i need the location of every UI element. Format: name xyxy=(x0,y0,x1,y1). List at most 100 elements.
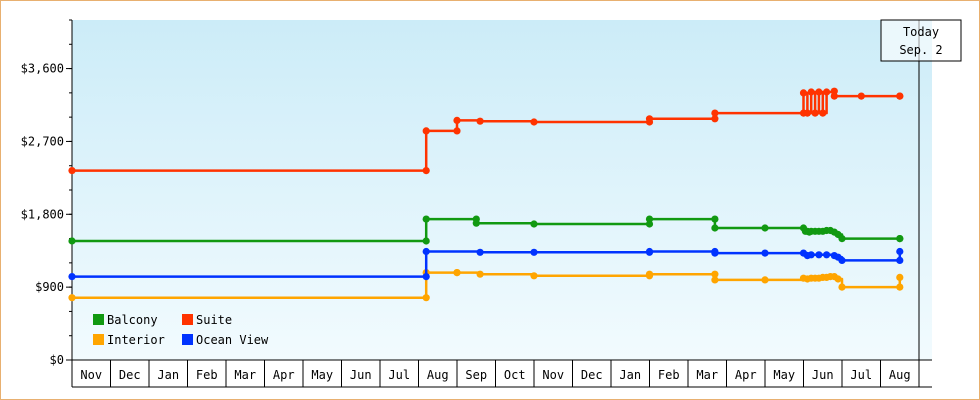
data-point xyxy=(896,247,904,256)
data-point xyxy=(711,224,719,232)
x-tick-label: Apr xyxy=(273,368,295,382)
x-tick-label: May xyxy=(311,368,333,382)
today-date: Sep. 2 xyxy=(899,43,942,57)
series-ocean-view xyxy=(68,247,904,281)
x-tick-label: Dec xyxy=(581,368,603,382)
data-point xyxy=(645,215,654,223)
x-tick-label: Feb xyxy=(196,368,218,382)
data-point xyxy=(645,270,654,278)
data-point xyxy=(896,283,904,291)
data-point xyxy=(530,272,538,280)
series-interior xyxy=(68,269,904,302)
data-point xyxy=(476,270,484,278)
data-point xyxy=(857,92,865,100)
y-axis: $0 $900 $1,800 $2,700 $3,600 xyxy=(21,19,73,380)
x-tick-label: Oct xyxy=(504,368,526,382)
data-point xyxy=(838,235,846,243)
x-tick-label: Aug xyxy=(427,368,449,382)
data-point xyxy=(807,251,815,259)
x-axis: Nov Dec Jan Feb Mar Apr May Jun Jul Aug Sep Oct Nov D… xyxy=(66,359,932,388)
data-point xyxy=(472,219,480,227)
x-tick-label: Nov xyxy=(80,368,102,382)
data-point xyxy=(761,249,769,257)
data-point xyxy=(830,92,838,100)
data-point xyxy=(453,116,461,124)
y-tick-label: $900 xyxy=(35,280,64,294)
data-point xyxy=(422,237,430,245)
x-tick-label: Jun xyxy=(350,368,372,382)
data-point xyxy=(838,283,846,291)
data-point xyxy=(530,220,538,228)
today-label: Today xyxy=(903,25,939,39)
y-tick-label: $2,700 xyxy=(21,134,64,148)
data-point xyxy=(711,215,719,223)
data-point xyxy=(711,270,719,278)
data-point xyxy=(711,249,719,257)
data-point xyxy=(711,109,719,117)
data-point xyxy=(476,117,484,125)
series-balcony xyxy=(68,215,904,245)
y-tick-label: $3,600 xyxy=(21,62,64,76)
data-point xyxy=(530,118,538,126)
data-point xyxy=(711,276,719,284)
series-suite xyxy=(68,87,904,175)
data-point xyxy=(834,275,842,283)
data-point xyxy=(68,167,76,175)
data-point xyxy=(823,251,831,259)
legend-swatch-suite xyxy=(182,314,193,325)
data-point xyxy=(811,109,819,117)
x-tick-label: Mar xyxy=(234,368,256,382)
data-point xyxy=(453,127,461,135)
plot-area xyxy=(72,20,932,360)
data-point xyxy=(896,235,904,243)
data-point xyxy=(896,256,904,264)
x-tick-label: Feb xyxy=(658,368,680,382)
data-point xyxy=(68,273,76,281)
data-point xyxy=(422,294,430,302)
today-marker: Today Sep. 2 xyxy=(880,19,962,387)
data-point xyxy=(422,215,430,223)
x-tick-label: May xyxy=(773,368,795,382)
data-point xyxy=(422,127,430,135)
x-tick-label: Jun xyxy=(812,368,834,382)
data-point xyxy=(819,109,827,117)
x-tick-label: Dec xyxy=(119,368,141,382)
data-point xyxy=(761,276,769,284)
today-box xyxy=(880,19,962,62)
data-point xyxy=(815,88,823,96)
x-tick-label: Apr xyxy=(735,368,757,382)
legend-swatch-ocean-view xyxy=(182,334,193,345)
data-point xyxy=(799,89,808,97)
data-point xyxy=(645,247,654,256)
data-point xyxy=(476,248,484,256)
data-point xyxy=(530,248,538,256)
x-tick-label: Sep xyxy=(465,368,487,382)
data-point xyxy=(68,294,76,302)
x-tick-label: Jul xyxy=(388,368,410,382)
data-point xyxy=(761,224,769,232)
data-point xyxy=(711,115,719,123)
data-point xyxy=(645,115,654,123)
data-point xyxy=(68,237,76,245)
data-point xyxy=(422,167,430,175)
x-tick-label: Jan xyxy=(619,368,641,382)
data-point xyxy=(453,269,461,277)
data-point xyxy=(422,247,430,256)
x-tick-label: Aug xyxy=(889,368,911,382)
x-tick-label: Jul xyxy=(850,368,872,382)
legend-label-balcony: Balcony xyxy=(107,313,158,327)
legend-swatch-balcony xyxy=(93,314,104,325)
legend-label-suite: Suite xyxy=(196,313,232,327)
legend-label-ocean-view: Ocean View xyxy=(196,333,269,347)
y-tick-label: $0 xyxy=(50,353,64,367)
data-point xyxy=(803,109,812,117)
data-point xyxy=(896,273,904,281)
series-layer xyxy=(68,87,904,302)
y-tick-label: $1,800 xyxy=(21,207,64,221)
x-tick-label: Mar xyxy=(696,368,718,382)
data-point xyxy=(838,256,846,264)
x-tick-label: Nov xyxy=(542,368,564,382)
legend-swatch-interior xyxy=(93,334,104,345)
legend: Balcony Suite Interior Ocean View xyxy=(93,313,269,347)
